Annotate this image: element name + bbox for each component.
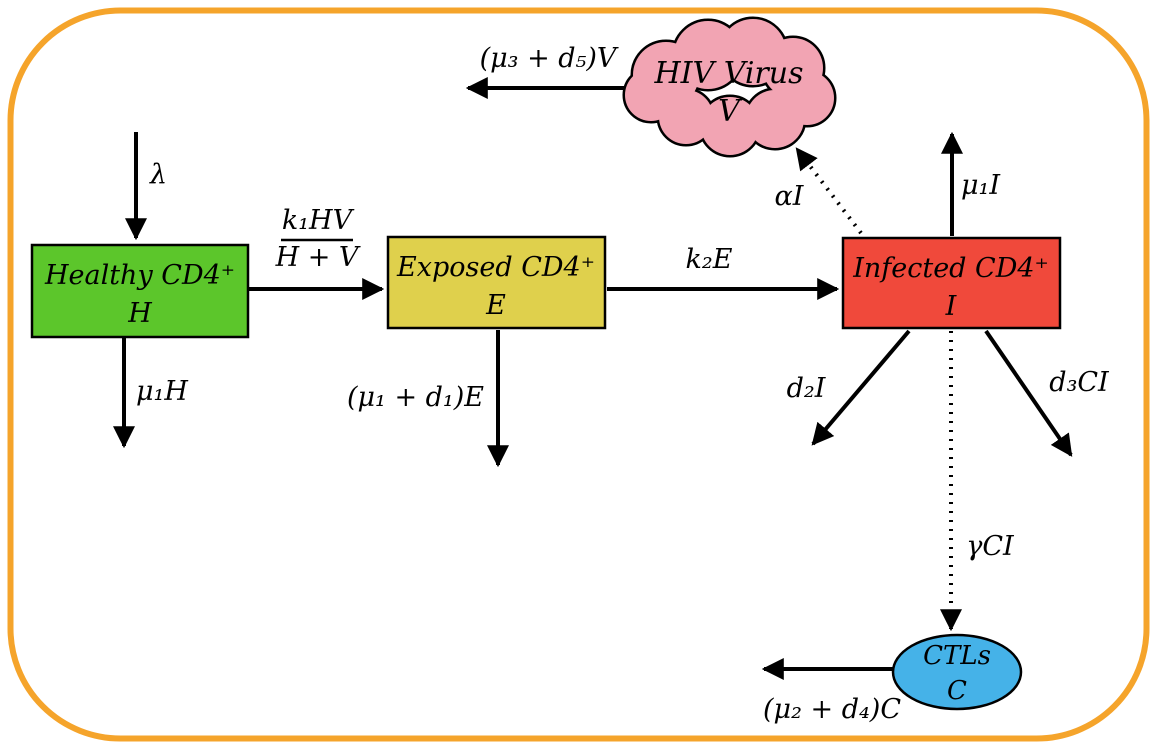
infected-node-box bbox=[841, 236, 1062, 330]
label-infection-rate-denominator: H + V bbox=[275, 242, 361, 273]
label-progression-rate: k₂E bbox=[686, 244, 733, 275]
virus-cloud-fill bbox=[625, 19, 834, 155]
label-ctl-killing-rate: d₃CI bbox=[1049, 367, 1110, 398]
ctls-node-label: CTLs bbox=[923, 641, 991, 671]
virus-node-symbol: V bbox=[718, 94, 743, 129]
exposed-node-symbol: E bbox=[485, 290, 506, 321]
virus-node-label: HIV Virus bbox=[653, 56, 803, 91]
label-exposed-death-rate: (μ₁ + d₁)E bbox=[347, 382, 484, 413]
label-virus-clearance-rate: (μ₃ + d₅)V bbox=[480, 43, 619, 74]
exposed-node-box bbox=[386, 235, 607, 330]
healthy-node-box bbox=[30, 243, 250, 339]
label-infected-natural-death-rate: μ₁I bbox=[961, 170, 1001, 201]
label-infection-rate-numerator: k₁HV bbox=[282, 205, 355, 236]
ctls-node-symbol: C bbox=[947, 676, 967, 706]
arrow-infected-death bbox=[811, 329, 911, 446]
label-infected-death-rate: d₂I bbox=[787, 373, 827, 404]
ctls-node-ellipse bbox=[891, 633, 1023, 711]
healthy-node-label: Healthy CD4⁺ bbox=[44, 260, 235, 291]
label-recruitment-rate: λ bbox=[149, 159, 167, 190]
label-healthy-death-rate: μ₁H bbox=[136, 376, 188, 407]
outer-border bbox=[7, 7, 1150, 742]
healthy-node-symbol: H bbox=[127, 298, 152, 329]
infected-node-label: Infected CD4⁺ bbox=[852, 253, 1049, 284]
label-virus-production-rate: αI bbox=[775, 181, 805, 212]
label-ctl-death-rate: (μ₂ + d₄)C bbox=[763, 694, 901, 725]
exposed-node-label: Exposed CD4⁺ bbox=[396, 252, 595, 283]
arrow-virus-production-dotted bbox=[795, 147, 863, 235]
arrow-ctl-killing bbox=[984, 329, 1073, 457]
infected-node-symbol: I bbox=[945, 291, 958, 322]
label-ctl-activation-rate: γCI bbox=[966, 531, 1015, 562]
